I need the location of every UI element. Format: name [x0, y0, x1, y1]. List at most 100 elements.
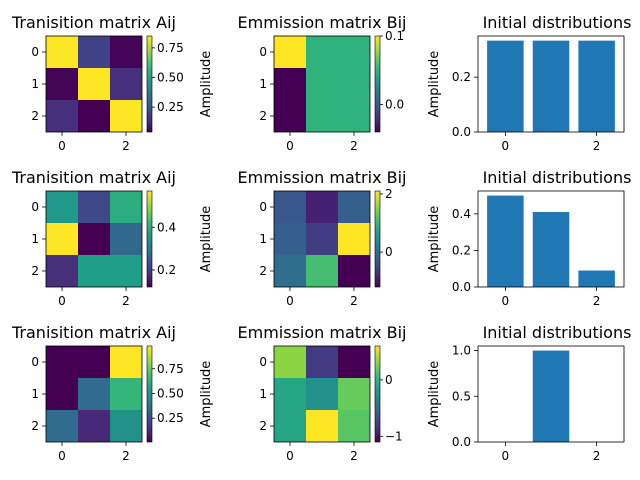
bar	[487, 195, 524, 287]
bar	[532, 350, 570, 442]
heatmap-cell	[110, 378, 142, 410]
heatmap-cell	[338, 191, 370, 223]
x-tick-label: 0	[58, 139, 66, 153]
heatmap-cell	[46, 255, 78, 287]
heatmap-cell	[78, 378, 110, 410]
heatmap-cell	[78, 255, 110, 287]
colorbar-label: Amplitude	[427, 51, 442, 118]
x-tick-label: 0	[502, 139, 510, 153]
heatmap-cell	[110, 255, 142, 287]
y-tick-label: 0	[31, 355, 39, 369]
heatmap-cell	[306, 346, 338, 378]
bar-chart-title: Initial distributions	[483, 168, 632, 187]
y-tick-label: 2	[259, 419, 267, 433]
heatmap-title: Emmission matrix Bij	[238, 323, 407, 342]
heatmap-cell	[274, 223, 306, 255]
heatmap-cell	[338, 255, 370, 287]
y-tick-label: 1	[31, 232, 39, 246]
colorbar	[146, 345, 153, 443]
x-tick-label: 0	[502, 449, 510, 463]
heatmap-cell	[338, 346, 370, 378]
x-tick-label: 2	[593, 139, 601, 153]
y-tick-label: 2	[259, 264, 267, 278]
heatmap-cell	[338, 410, 370, 442]
heatmap-cell	[306, 36, 338, 68]
heatmap-cell	[110, 100, 142, 132]
y-tick-label: 1	[259, 77, 267, 91]
heatmap-cell	[274, 255, 306, 287]
y-tick-label: 0.0	[452, 125, 471, 139]
bar	[532, 212, 570, 287]
heatmap-cell	[274, 100, 306, 132]
axes-frame	[477, 345, 625, 443]
y-tick-label: 0.0	[452, 280, 471, 294]
heatmap-title: Tranisition matrix Aij	[11, 323, 176, 342]
heatmap-cell	[274, 410, 306, 442]
x-tick-label: 0	[58, 449, 66, 463]
y-tick-label: 0	[259, 200, 267, 214]
y-tick-label: 0	[259, 355, 267, 369]
x-tick-label: 0	[502, 294, 510, 308]
heatmap-cell	[78, 100, 110, 132]
y-tick-label: 2	[259, 109, 267, 123]
heatmap-cell	[110, 36, 142, 68]
heatmap-cell	[46, 68, 78, 100]
colorbar	[374, 190, 381, 288]
y-tick-label: 1	[259, 232, 267, 246]
colorbar-tick-label: −1	[385, 429, 403, 443]
y-tick-label: 0	[31, 200, 39, 214]
colorbar-tick-label: 0.75	[157, 41, 184, 55]
heatmap-cell	[46, 378, 78, 410]
colorbar-label: Amplitude	[199, 51, 214, 118]
y-tick-label: 2	[31, 264, 39, 278]
bar-chart-title: Initial distributions	[483, 323, 632, 342]
colorbar	[374, 345, 381, 443]
colorbar-label: Amplitude	[427, 206, 442, 273]
x-tick-label: 0	[286, 294, 294, 308]
heatmap-cell	[110, 223, 142, 255]
colorbar-tick-label: 0.75	[157, 362, 184, 376]
heatmap-cell	[110, 346, 142, 378]
y-tick-label: 0.4	[452, 207, 471, 221]
heatmap-cell	[78, 191, 110, 223]
colorbar-tick-label: 0.4	[157, 220, 176, 234]
colorbar-tick-label: 0	[385, 245, 393, 259]
y-tick-label: 2	[31, 419, 39, 433]
heatmap-cell	[110, 191, 142, 223]
heatmap-cell	[78, 410, 110, 442]
colorbar-tick-label: 2	[385, 187, 393, 201]
heatmap-cell	[306, 223, 338, 255]
x-tick-label: 2	[122, 294, 130, 308]
heatmap-cell	[306, 100, 338, 132]
y-tick-label: 2	[31, 109, 39, 123]
heatmap-cell	[78, 68, 110, 100]
heatmap-cell	[274, 191, 306, 223]
x-tick-label: 0	[58, 294, 66, 308]
x-tick-label: 2	[122, 449, 130, 463]
y-tick-label: 1	[31, 387, 39, 401]
colorbar-label: Amplitude	[427, 361, 442, 428]
heatmap-cell	[274, 68, 306, 100]
colorbar	[146, 35, 153, 133]
colorbar-tick-label: 0.1	[385, 29, 404, 43]
colorbar	[146, 190, 153, 288]
heatmap-cell	[338, 223, 370, 255]
x-tick-label: 0	[286, 139, 294, 153]
heatmap-cell	[306, 255, 338, 287]
bar	[487, 40, 524, 132]
heatmap-cell	[110, 68, 142, 100]
axes-frame	[477, 190, 625, 288]
x-tick-label: 2	[593, 294, 601, 308]
bar-chart-title: Initial distributions	[483, 13, 632, 32]
y-tick-label: 0.2	[452, 243, 471, 257]
heatmap-cell	[78, 36, 110, 68]
heatmap-cell	[338, 100, 370, 132]
heatmap-cell	[306, 410, 338, 442]
colorbar	[374, 35, 381, 133]
heatmap-cell	[46, 223, 78, 255]
x-tick-label: 2	[350, 294, 358, 308]
heatmap-cell	[338, 36, 370, 68]
y-tick-label: 0.0	[452, 435, 471, 449]
heatmap-title: Emmission matrix Bij	[238, 13, 407, 32]
colorbar-tick-label: 0.2	[157, 263, 176, 277]
